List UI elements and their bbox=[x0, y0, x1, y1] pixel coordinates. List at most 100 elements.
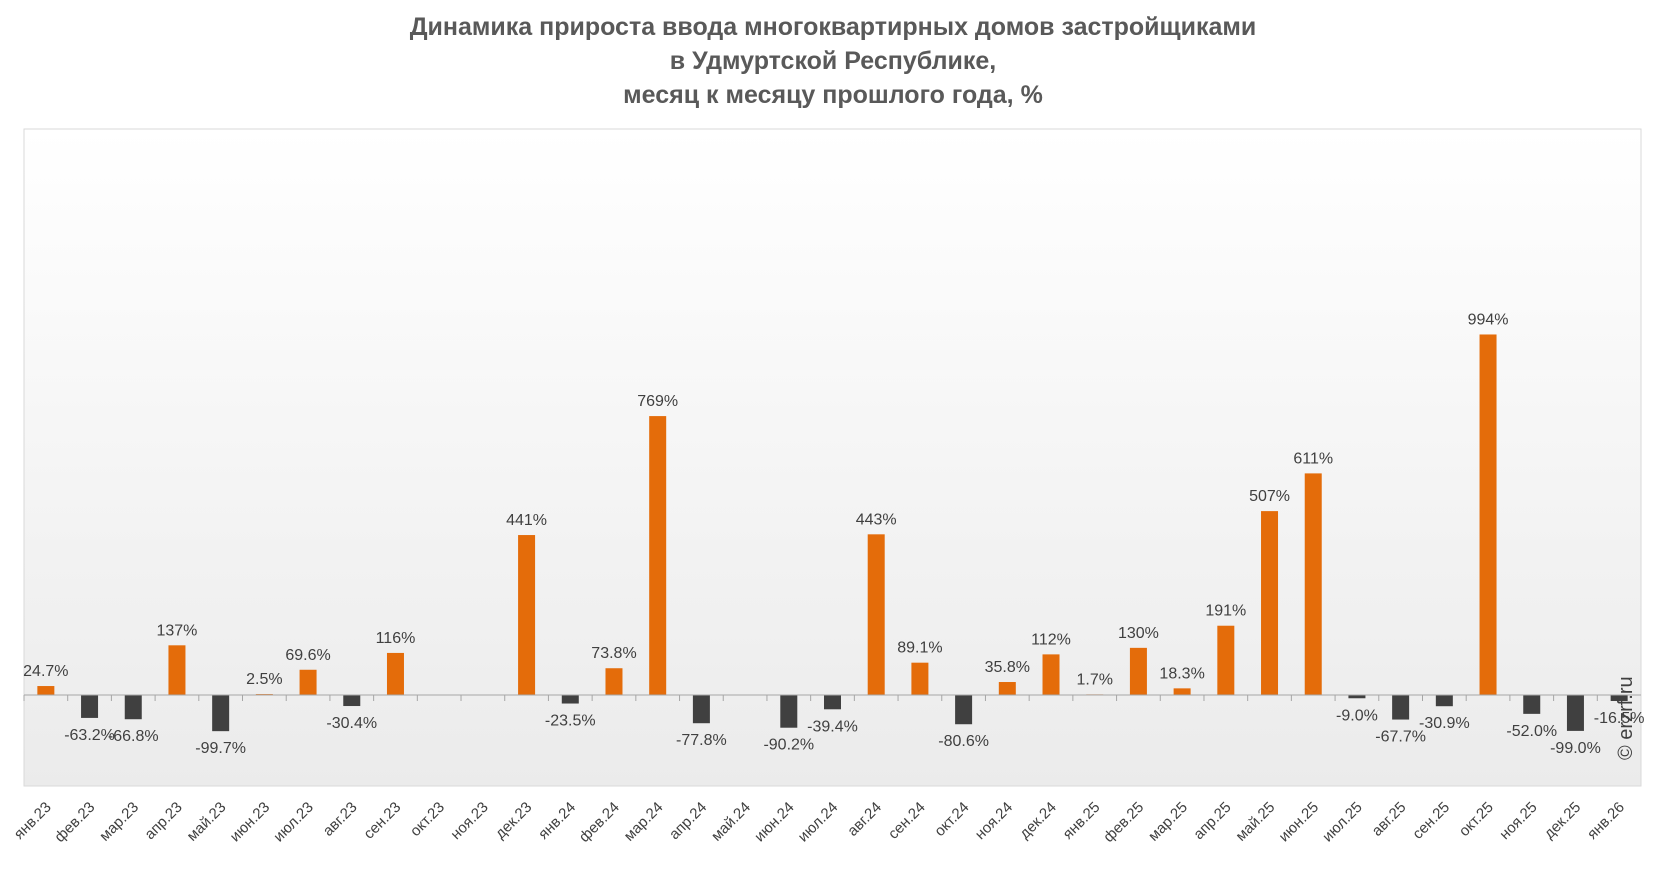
bar bbox=[1523, 695, 1541, 714]
x-tick-label: дек.23 bbox=[492, 799, 535, 842]
bar bbox=[518, 535, 536, 695]
data-label: -30.4% bbox=[326, 715, 377, 732]
x-tick-label: мар.24 bbox=[621, 799, 667, 845]
x-tick-label: июн.25 bbox=[1276, 799, 1323, 846]
source-label: © erzrf.ru bbox=[1615, 676, 1637, 760]
bar bbox=[692, 695, 710, 724]
x-tick-label: окт.24 bbox=[931, 799, 972, 840]
bar bbox=[212, 695, 230, 732]
data-label: 994% bbox=[1468, 311, 1509, 328]
x-tick-label: ноя.24 bbox=[972, 799, 1016, 843]
x-tick-label: сен.24 bbox=[885, 799, 929, 843]
x-tick-label: мар.25 bbox=[1145, 799, 1191, 845]
x-tick-label: фев.23 bbox=[51, 799, 98, 846]
x-tick-label: мар.23 bbox=[96, 799, 142, 845]
data-label: 191% bbox=[1205, 603, 1246, 620]
chart-title-line: месяц к месяцу прошлого года, % bbox=[623, 81, 1043, 109]
bar bbox=[1173, 688, 1191, 695]
bar bbox=[911, 662, 929, 695]
bar bbox=[1566, 695, 1584, 731]
data-label: -80.6% bbox=[938, 733, 989, 750]
data-label: -77.8% bbox=[676, 732, 727, 749]
bar bbox=[1392, 695, 1410, 720]
data-label: -23.5% bbox=[545, 713, 596, 730]
x-tick-label: июн.24 bbox=[751, 799, 798, 846]
data-label: 441% bbox=[506, 512, 547, 529]
x-tick-label: янв.24 bbox=[535, 799, 579, 843]
bar bbox=[1261, 511, 1279, 695]
data-label: 130% bbox=[1118, 625, 1159, 642]
x-tick-label: янв.25 bbox=[1060, 799, 1104, 843]
x-tick-label: авг.25 bbox=[1369, 799, 1410, 840]
data-label: 116% bbox=[376, 630, 416, 647]
bar bbox=[1348, 695, 1366, 699]
chart-title-line: Динамика прироста ввода многоквартирных … bbox=[409, 13, 1257, 41]
data-label: 769% bbox=[637, 393, 678, 410]
x-tick-label: июл.23 bbox=[270, 799, 317, 846]
bar bbox=[1435, 695, 1453, 707]
data-label: 18.3% bbox=[1159, 665, 1204, 682]
data-label: -52.0% bbox=[1506, 723, 1557, 740]
bar bbox=[343, 695, 361, 707]
data-label: -66.8% bbox=[108, 728, 159, 745]
bar bbox=[867, 534, 885, 695]
data-label: 2.5% bbox=[246, 671, 282, 688]
x-tick-label: ноя.23 bbox=[447, 799, 491, 843]
data-label: 1.7% bbox=[1076, 671, 1112, 688]
bar bbox=[1304, 473, 1322, 695]
bar bbox=[649, 416, 667, 695]
bar bbox=[1042, 654, 1060, 695]
x-tick-label: окт.25 bbox=[1456, 799, 1497, 840]
bar bbox=[124, 695, 142, 720]
bar bbox=[299, 669, 317, 695]
data-label: 24.7% bbox=[23, 663, 68, 680]
x-tick-label: окт.23 bbox=[407, 799, 448, 840]
x-tick-label: июл.25 bbox=[1319, 799, 1366, 846]
data-label: -99.0% bbox=[1550, 740, 1601, 757]
x-tick-label: сен.23 bbox=[360, 799, 404, 843]
bar bbox=[561, 695, 579, 704]
x-tick-label: апр.24 bbox=[666, 799, 710, 843]
x-tick-label: дек.24 bbox=[1016, 799, 1059, 842]
bar bbox=[955, 695, 973, 725]
data-label: 443% bbox=[856, 511, 897, 528]
x-tick-label: сен.25 bbox=[1409, 799, 1453, 843]
data-label: 112% bbox=[1031, 631, 1071, 648]
bar bbox=[1479, 334, 1497, 695]
bar bbox=[1610, 695, 1628, 701]
bar bbox=[81, 695, 99, 718]
x-tick-label: ноя.25 bbox=[1496, 799, 1540, 843]
data-label: -90.2% bbox=[763, 737, 814, 754]
x-tick-label: май.24 bbox=[708, 799, 754, 845]
data-label: -16.5% bbox=[1594, 710, 1645, 727]
x-tick-label: дек.25 bbox=[1541, 799, 1584, 842]
bar bbox=[37, 686, 55, 695]
x-tick-label: авг.23 bbox=[320, 799, 361, 840]
data-label: 611% bbox=[1293, 450, 1333, 467]
x-tick-label: июл.24 bbox=[795, 799, 842, 846]
x-tick-label: июн.23 bbox=[227, 799, 274, 846]
bar bbox=[1217, 625, 1235, 695]
bar bbox=[605, 668, 623, 695]
data-label: 35.8% bbox=[985, 659, 1030, 676]
bar bbox=[824, 695, 841, 710]
data-label: 69.6% bbox=[285, 647, 330, 664]
data-label: -9.0% bbox=[1336, 707, 1378, 724]
data-label: 507% bbox=[1249, 488, 1290, 505]
bar bbox=[998, 682, 1016, 695]
data-label: -30.9% bbox=[1419, 715, 1470, 732]
data-label: 73.8% bbox=[591, 645, 636, 662]
data-label: -67.7% bbox=[1375, 729, 1426, 746]
bar bbox=[780, 695, 798, 728]
x-tick-label: май.23 bbox=[184, 799, 230, 845]
x-tick-label: янв.23 bbox=[11, 799, 55, 843]
chart-title: Динамика прироста ввода многоквартирных … bbox=[0, 10, 1666, 112]
data-label: -63.2% bbox=[64, 727, 115, 744]
x-tick-label: апр.23 bbox=[141, 799, 185, 843]
x-tick-label: янв.26 bbox=[1584, 799, 1628, 843]
data-label: -39.4% bbox=[807, 718, 858, 735]
bar bbox=[168, 645, 186, 695]
chart-title-line: в Удмуртской Республике, bbox=[669, 47, 997, 75]
data-label: -99.7% bbox=[195, 740, 246, 757]
